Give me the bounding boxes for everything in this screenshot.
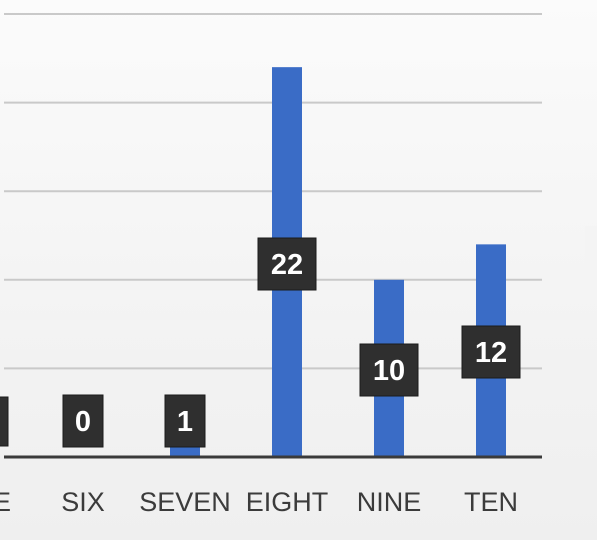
data-label: 12 bbox=[475, 337, 507, 369]
data-label-box bbox=[164, 394, 206, 448]
category-label: SIX bbox=[61, 487, 105, 517]
data-label: 0 bbox=[75, 406, 91, 438]
data-label-box bbox=[0, 396, 9, 447]
category-label: NINE bbox=[357, 487, 422, 517]
category-label: EIGHT bbox=[246, 487, 329, 517]
data-label-box bbox=[359, 343, 419, 397]
edge-panel bbox=[585, 226, 597, 290]
category-label: TEN bbox=[464, 487, 518, 517]
data-label: 10 bbox=[373, 355, 405, 387]
category-label: FIVE bbox=[0, 487, 11, 517]
data-label-box bbox=[62, 394, 104, 448]
data-label: 1 bbox=[177, 406, 193, 438]
data-label-box bbox=[257, 237, 317, 291]
data-label-box bbox=[461, 325, 521, 379]
data-label: 22 bbox=[271, 249, 303, 281]
category-label: SEVEN bbox=[139, 487, 231, 517]
